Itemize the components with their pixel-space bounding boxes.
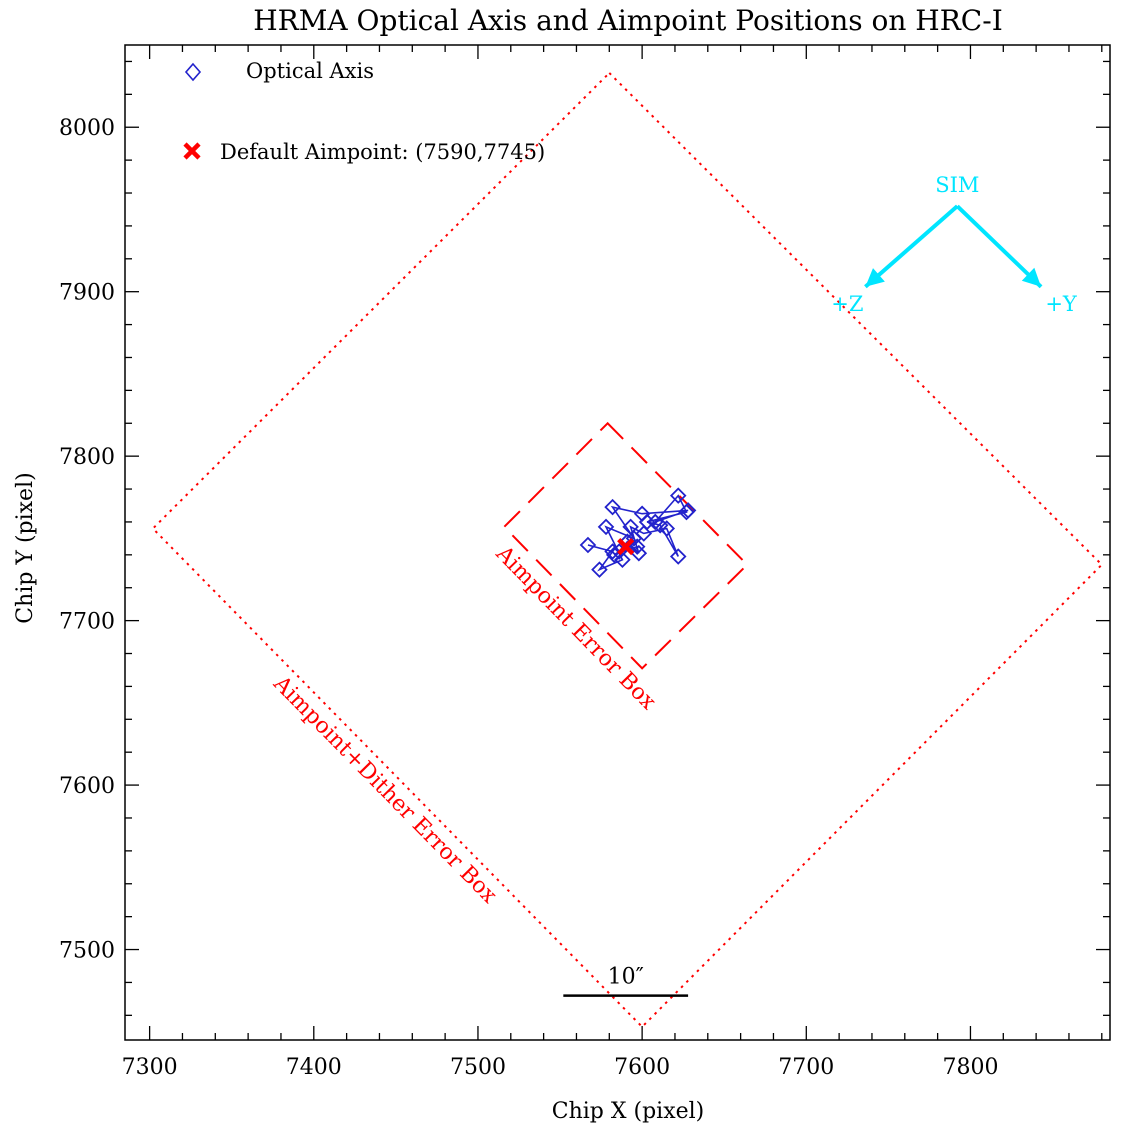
optical-axis-point — [628, 538, 646, 555]
x-tick-label: 7700 — [778, 1055, 834, 1080]
optical-axis-point — [658, 520, 676, 537]
aimpoint-error-box — [502, 421, 749, 670]
default-aimpoint-marker — [617, 538, 635, 556]
x-axis-label: Chip X (pixel) — [552, 1099, 705, 1124]
y-tick-label: 7800 — [59, 445, 115, 470]
sim-y-arrow-shaft — [955, 204, 1043, 289]
y-tick-label: 7700 — [59, 610, 115, 635]
optical-axis-point — [591, 561, 608, 578]
legend: Optical Axis Default Aimpoint: (7590,774… — [183, 59, 545, 164]
sim-y-arrow-head — [1021, 267, 1042, 287]
legend-optical-axis-label: Optical Axis — [246, 59, 374, 83]
optical-axis-point — [604, 498, 621, 516]
optical-axis-series — [579, 487, 697, 578]
optical-axis-point — [635, 525, 653, 542]
legend-diamond-marker — [184, 62, 202, 82]
x-tick-label: 7600 — [614, 1055, 670, 1080]
legend-default-aimpoint-label: Default Aimpoint: (7590,7745) — [220, 140, 545, 164]
axis-ticks: 7300 7400 7500 7600 7700 7800 7500 7600 7700 7800… — [59, 45, 1110, 1080]
optical-axis-point — [579, 536, 597, 554]
x-tick-label: 7800 — [942, 1055, 998, 1080]
optical-axis-point — [622, 518, 639, 536]
sim-label: SIM — [935, 173, 979, 197]
x-tick-label: 7500 — [450, 1055, 506, 1080]
sim-z-arrow-shaft — [864, 204, 959, 289]
scale-bar-label: 10″ — [608, 965, 644, 990]
plot-frame — [124, 44, 1111, 1041]
y-tick-label: 8000 — [59, 116, 115, 141]
default-aimpoint-stroke — [617, 538, 635, 556]
optical-axis-point — [669, 548, 687, 565]
optical-axis-point — [604, 543, 621, 560]
legend-x-marker — [183, 142, 201, 160]
y-tick-label: 7900 — [59, 281, 115, 306]
chart-title: HRMA Optical Axis and Aimpoint Positions… — [253, 4, 1003, 37]
optical-axis-point — [597, 518, 615, 536]
x-tick-label: 7400 — [286, 1055, 342, 1080]
sim-plus-y-label: +Y — [1045, 292, 1078, 316]
optical-axis-point — [678, 503, 695, 521]
y-axis-label: Chip Y (pixel) — [13, 472, 38, 623]
sim-z-arrow-head — [865, 268, 885, 287]
sim-plus-z-label: +Z — [831, 292, 863, 316]
y-tick-label: 7500 — [59, 939, 115, 964]
x-tick-label: 7300 — [122, 1055, 178, 1080]
annotations: SIM +Z +Y 10″ — [563, 173, 1078, 997]
optical-axis-point — [669, 487, 687, 504]
y-tick-label: 7600 — [59, 774, 115, 799]
